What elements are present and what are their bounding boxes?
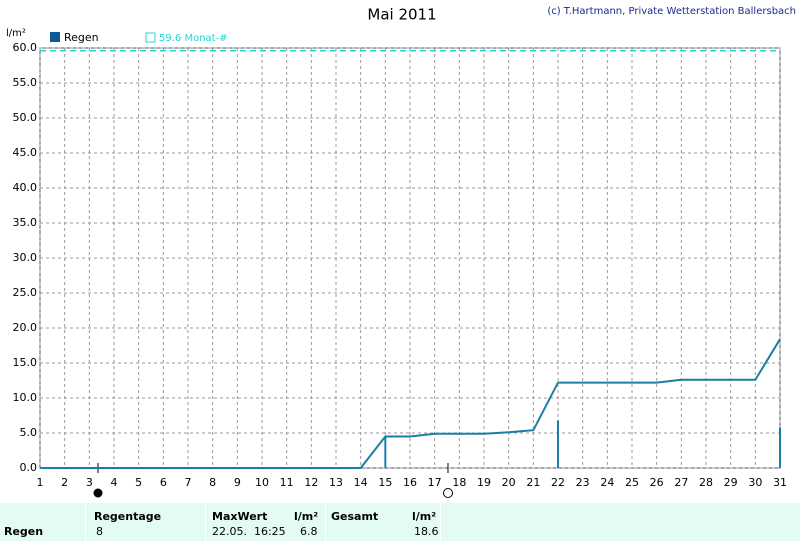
- header: l/m²: [412, 510, 437, 523]
- x-tick-label: 1: [37, 476, 44, 489]
- x-tick-label: 16: [403, 476, 417, 489]
- y-tick-label: 20.0: [13, 321, 38, 334]
- cell: 22.05. 16:25: [212, 525, 286, 538]
- x-tick-label: 10: [255, 476, 269, 489]
- x-tick-label: 4: [111, 476, 118, 489]
- separator: [325, 503, 326, 541]
- cell: 18.6: [414, 525, 439, 538]
- header: MaxWert: [212, 510, 268, 523]
- x-tick-label: 25: [625, 476, 639, 489]
- series-line: [40, 338, 781, 469]
- x-tick-label: 28: [699, 476, 713, 489]
- x-tick-label: 9: [234, 476, 241, 489]
- chart: Mai 2011 (c) T.Hartmann, Private Wetters…: [6, 6, 796, 498]
- moon-icon: [443, 488, 453, 498]
- summary-table: Regen Regentage MaxWert l/m² Gesamt l/m²…: [0, 503, 800, 541]
- x-tick-label: 2: [61, 476, 68, 489]
- x-tick-label: 3: [86, 476, 93, 489]
- y-tick-label: 0.0: [20, 461, 38, 474]
- header: Regentage: [94, 510, 162, 523]
- x-tick-label: 31: [773, 476, 787, 489]
- row-label: Regen: [4, 525, 44, 538]
- y-axis-label: l/m²: [6, 28, 26, 39]
- x-tick-label: 12: [304, 476, 318, 489]
- x-tick-label: 13: [329, 476, 343, 489]
- x-tick-label: 18: [452, 476, 466, 489]
- y-tick-label: 40.0: [13, 181, 38, 194]
- header: Gesamt: [331, 510, 379, 523]
- legend-label: Regen: [64, 31, 99, 44]
- chart-title: Mai 2011: [367, 6, 436, 24]
- x-tick-label: 27: [674, 476, 688, 489]
- x-tick-label: 20: [502, 476, 516, 489]
- y-tick-label: 60.0: [13, 41, 38, 54]
- separator: [205, 503, 206, 541]
- x-tick-label: 8: [209, 476, 216, 489]
- x-tick-label: 26: [650, 476, 664, 489]
- cell: 8: [96, 525, 103, 538]
- x-tick-label: 29: [724, 476, 738, 489]
- credit: (c) T.Hartmann, Private Wetterstation Ba…: [547, 6, 796, 17]
- legend-label: 59.6 Monat-#: [159, 33, 228, 44]
- y-tick-label: 10.0: [13, 391, 38, 404]
- x-tick-label: 23: [576, 476, 590, 489]
- moon-icon: [93, 488, 103, 498]
- separator: [85, 503, 86, 541]
- x-tick-label: 15: [378, 476, 392, 489]
- y-tick-label: 50.0: [13, 111, 38, 124]
- x-tick-label: 24: [600, 476, 614, 489]
- y-tick-label: 5.0: [20, 426, 38, 439]
- x-tick-label: 17: [428, 476, 442, 489]
- header: l/m²: [294, 510, 319, 523]
- y-tick-label: 25.0: [13, 286, 38, 299]
- x-tick-label: 30: [748, 476, 762, 489]
- x-tick-label: 11: [280, 476, 294, 489]
- y-tick-label: 30.0: [13, 251, 38, 264]
- x-tick-label: 7: [185, 476, 192, 489]
- x-tick-label: 6: [160, 476, 167, 489]
- separator: [440, 503, 441, 541]
- x-tick-label: 22: [551, 476, 565, 489]
- x-tick-label: 5: [135, 476, 142, 489]
- legend-swatch: [145, 32, 156, 43]
- cell: 6.8: [300, 525, 318, 538]
- y-tick-label: 45.0: [13, 146, 38, 159]
- x-tick-label: 21: [526, 476, 540, 489]
- legend-swatch: [50, 32, 60, 42]
- y-tick-label: 15.0: [13, 356, 38, 369]
- y-tick-label: 35.0: [13, 216, 38, 229]
- x-tick-label: 19: [477, 476, 491, 489]
- x-tick-label: 14: [354, 476, 368, 489]
- y-tick-label: 55.0: [13, 76, 38, 89]
